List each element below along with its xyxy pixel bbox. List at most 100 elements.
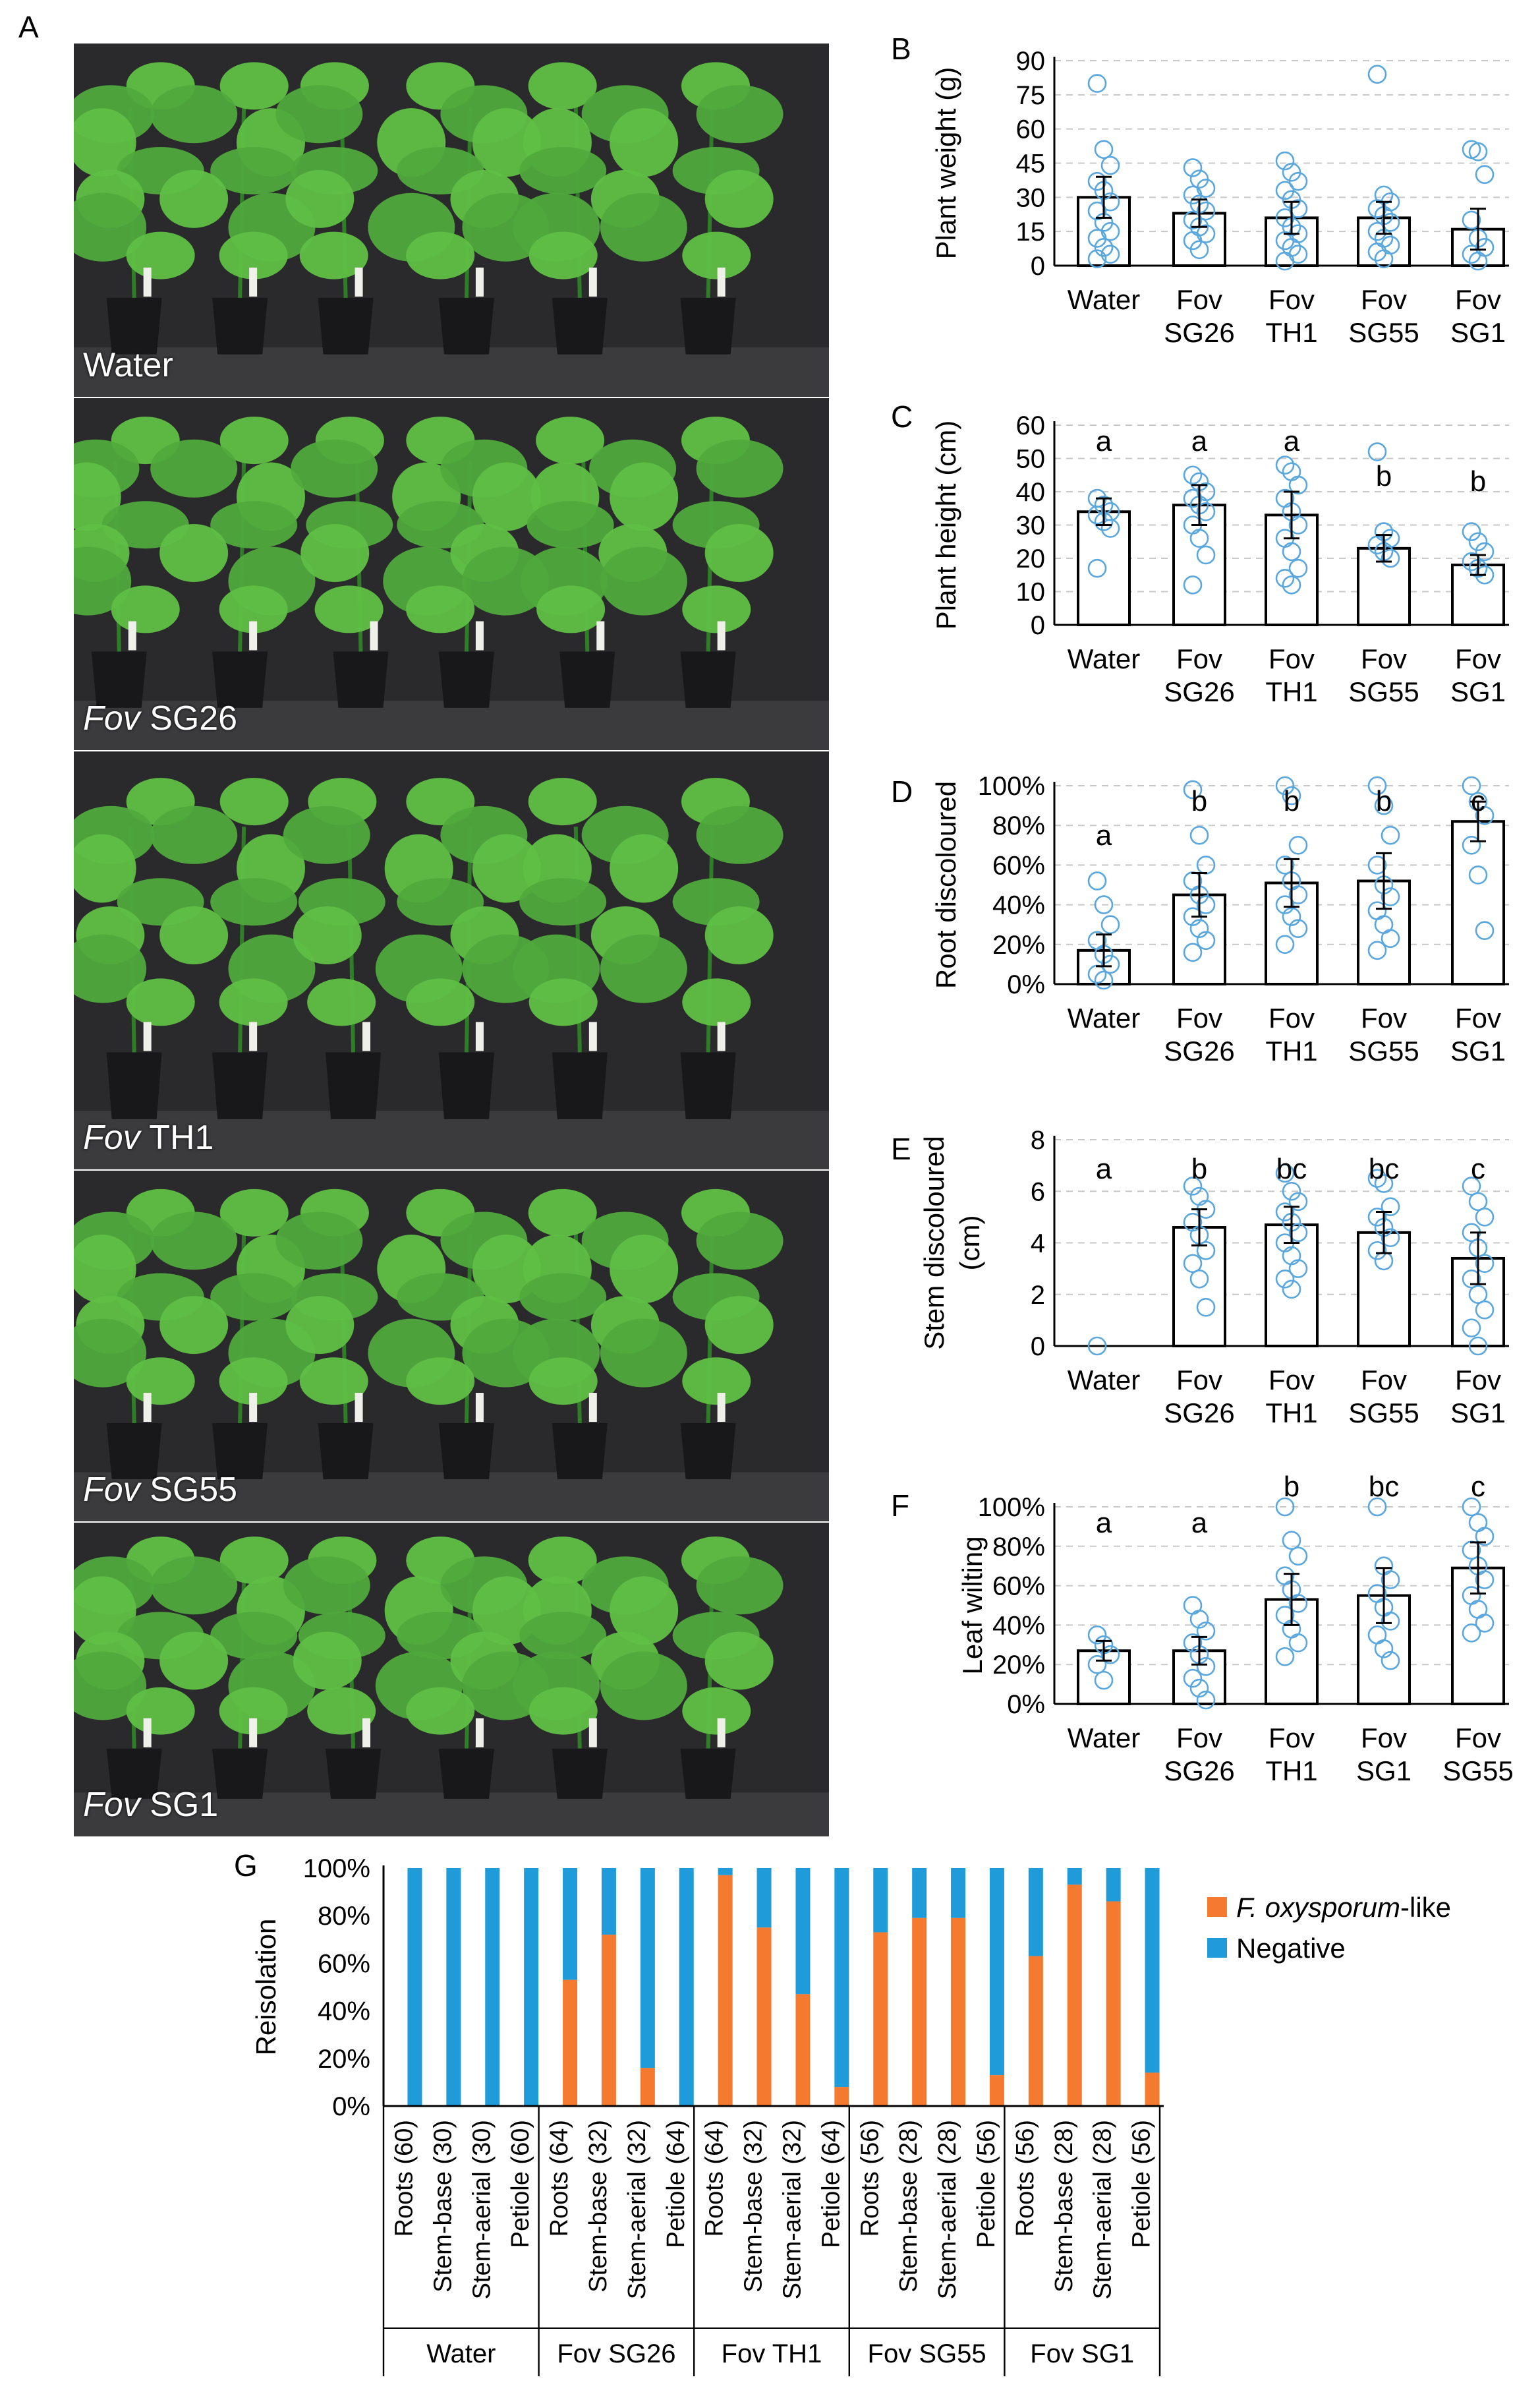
data-point — [1275, 1269, 1295, 1289]
plant-leaf — [299, 231, 368, 279]
panel-letter: G — [234, 1848, 258, 1883]
plant-leaf — [219, 978, 288, 1026]
plant-label-tag — [475, 621, 484, 651]
y-tick-label: 30 — [1016, 183, 1046, 212]
x-tick-label: SG1 — [1356, 1755, 1412, 1786]
plant-pot — [680, 651, 736, 708]
x-tick-label: SG26 — [1164, 1397, 1234, 1428]
x-tick-label: Stem-base (32) — [585, 2120, 612, 2293]
plant-label-tag — [717, 267, 726, 297]
x-tick-label: TH1 — [1265, 1036, 1317, 1067]
x-tick-label: Roots (56) — [1012, 2120, 1039, 2237]
data-point — [1367, 1169, 1387, 1188]
bar-negative — [989, 1868, 1004, 2076]
plant-leaf — [536, 585, 606, 633]
data-point — [1183, 943, 1203, 962]
photo-caption: Fov TH1 — [83, 1118, 214, 1157]
data-point — [1475, 1254, 1495, 1273]
data-point — [1475, 542, 1495, 562]
data-point — [1196, 931, 1216, 951]
plant-label-tag — [475, 1022, 484, 1051]
plant-leaf — [283, 805, 370, 864]
bar-negative — [1067, 1868, 1082, 1885]
photo-caption: Fov SG55 — [83, 1470, 237, 1509]
plant-leaf — [704, 169, 774, 228]
plant-pot — [326, 1052, 382, 1119]
plant-leaf — [472, 462, 541, 531]
data-point — [1475, 921, 1495, 941]
bar-negative — [795, 1868, 811, 1995]
data-point — [1462, 245, 1481, 264]
photo-floor — [74, 1792, 829, 1836]
x-tick-label: Roots (64) — [546, 2120, 573, 2237]
data-point — [1462, 776, 1481, 796]
x-tick-label: Stem-aerial (28) — [1089, 2120, 1117, 2299]
y-tick-label: 20% — [318, 2045, 370, 2074]
data-point — [1468, 1336, 1488, 1356]
plant-label-tag — [475, 1393, 484, 1422]
data-point — [1087, 1625, 1107, 1645]
data-point — [1087, 1336, 1107, 1356]
plant-photo: Fov SG1 — [74, 1523, 829, 1836]
x-tick-label: SG1 — [1450, 1036, 1506, 1067]
data-point — [1189, 919, 1209, 939]
panel-letter: C — [891, 399, 913, 434]
x-tick-label: TH1 — [1265, 317, 1317, 348]
data-point — [1189, 825, 1209, 845]
x-tick-label: Fov — [1455, 643, 1501, 674]
x-tick-label: SG55 — [1348, 676, 1419, 707]
plant-label-tag — [143, 1393, 152, 1422]
plant-leaf — [528, 1188, 597, 1237]
data-point — [1288, 515, 1308, 535]
y-tick-label: 100% — [978, 1493, 1045, 1522]
data-point — [1367, 65, 1387, 84]
data-point — [1475, 1208, 1495, 1227]
y-axis-label: (cm) — [954, 1215, 985, 1271]
bar — [1077, 510, 1131, 626]
x-tick-label: Fov — [1361, 1722, 1407, 1753]
plant-leaf — [610, 462, 679, 531]
data-point — [1374, 1174, 1394, 1193]
plant-pot — [106, 1052, 162, 1119]
x-tick-label: Fov — [1269, 1364, 1315, 1395]
x-tick-label: Fov — [1176, 284, 1222, 315]
x-tick-label: SG55 — [1442, 1755, 1513, 1786]
plant-leaf — [610, 834, 679, 903]
plant-leaf — [696, 805, 784, 864]
y-axis-label: Plant height (cm) — [930, 421, 961, 629]
data-point — [1282, 907, 1301, 926]
data-point — [1275, 1497, 1295, 1517]
plant-pot — [438, 1748, 494, 1799]
plant-leaf — [406, 231, 475, 279]
plant-leaf — [696, 1556, 784, 1615]
plant-label-tag — [249, 1393, 258, 1422]
plant-pot — [559, 651, 615, 708]
plant-leaf — [126, 231, 195, 279]
bar-negative — [834, 1868, 849, 2088]
plant-leaf — [74, 934, 147, 1003]
photo-floor — [74, 1111, 829, 1169]
data-point — [1094, 970, 1114, 990]
data-point — [1288, 475, 1308, 495]
plant-pot — [680, 297, 736, 355]
data-point — [1288, 1594, 1308, 1613]
plant-leaf — [696, 1212, 784, 1270]
x-tick-label: SG55 — [1348, 1397, 1419, 1428]
data-point — [1275, 1202, 1295, 1221]
x-tick-label: Fov — [1361, 643, 1407, 674]
data-point — [1288, 199, 1308, 218]
x-tick-label: SG55 — [1348, 317, 1419, 348]
plant-pot — [552, 1748, 608, 1799]
plant-leaf — [285, 1296, 355, 1355]
photo-caption-text: Water — [83, 346, 173, 384]
data-point — [1087, 871, 1107, 891]
y-tick-label: 0% — [1007, 1690, 1045, 1719]
y-tick-label: 20% — [992, 1651, 1045, 1680]
y-tick-label: 40% — [992, 1611, 1045, 1640]
plant-leaf — [610, 1576, 679, 1645]
y-tick-label: 2 — [1031, 1281, 1045, 1310]
data-point — [1288, 1223, 1308, 1243]
plant-leaf — [528, 1357, 598, 1405]
plant-leaf — [682, 585, 751, 633]
plant-label-tag — [249, 267, 258, 297]
